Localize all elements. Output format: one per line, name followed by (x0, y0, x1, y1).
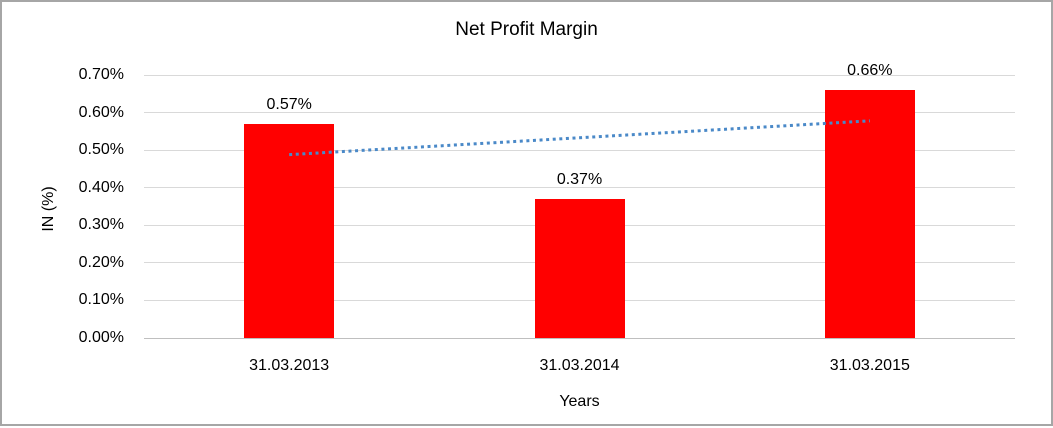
y-tick-label: 0.30% (78, 216, 124, 234)
y-tick-label: 0.70% (78, 66, 124, 83)
bar-value-label: 0.57% (266, 95, 312, 113)
y-axis-title: IN (%) (40, 186, 57, 232)
x-tick-label: 31.03.2014 (539, 357, 620, 374)
gridline (144, 74, 1015, 76)
y-tick-label: 0.10% (78, 291, 124, 309)
y-tick-label: 0.00% (78, 329, 124, 346)
y-tick-label: 0.50% (78, 141, 124, 159)
y-tick-label: 0.60% (78, 103, 124, 121)
y-tick-label: 0.20% (78, 253, 124, 271)
bar-value-label: 0.37% (556, 170, 603, 188)
y-tick-label: 0.40% (78, 178, 124, 196)
bar (824, 90, 915, 338)
bar-value-label: 0.66% (847, 62, 893, 80)
x-axis-title: Years (559, 393, 600, 410)
chart-title: Net Profit Margin (455, 19, 598, 40)
gridline (144, 187, 1015, 189)
gridline (144, 112, 1015, 114)
x-tick-label: 31.03.2015 (829, 357, 910, 374)
x-tick-label: 31.03.2013 (249, 357, 330, 374)
x-axis-line (144, 337, 1015, 339)
bar (244, 123, 335, 338)
bar (534, 198, 625, 338)
